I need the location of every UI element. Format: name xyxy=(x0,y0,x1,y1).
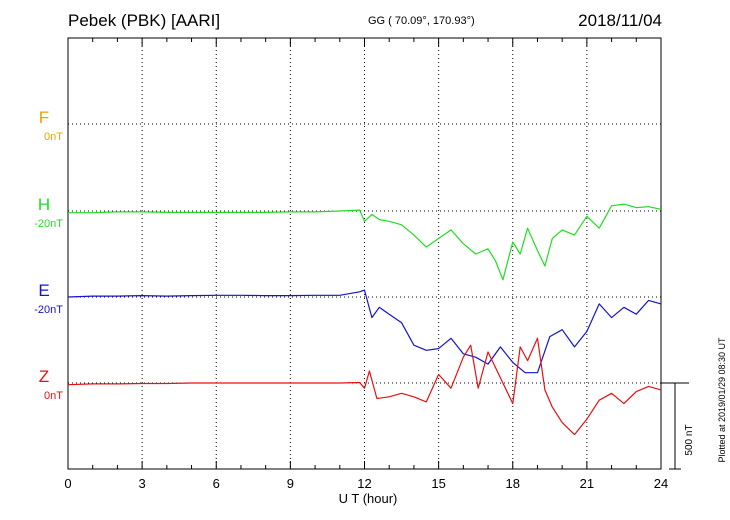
station-title: Pebek (PBK) [AARI] xyxy=(68,11,221,30)
series-z-line xyxy=(67,337,662,436)
channel-labels: F 0nT H -20nT E -20nT Z 0nT xyxy=(34,108,63,402)
channel-offset-e: -20nT xyxy=(34,304,63,316)
scale-bar: 500 nT xyxy=(661,382,695,470)
x-tick-label: 3 xyxy=(139,476,146,491)
x-tick-label: 21 xyxy=(580,476,594,491)
geographic-coordinates: GG ( 70.09°, 170.93°) xyxy=(368,15,475,27)
x-tick-label: 6 xyxy=(213,476,220,491)
channel-name-f: F xyxy=(39,108,49,127)
scale-bar-label: 500 nT xyxy=(684,424,695,455)
series-e-line xyxy=(67,289,662,374)
channel-name-e: E xyxy=(38,281,49,300)
channel-name-z: Z xyxy=(39,367,49,386)
x-tick-label: 24 xyxy=(654,476,668,491)
channel-offset-f: 0nT xyxy=(44,131,63,143)
x-axis-ticks: 0 3 6 9 12 15 18 21 24 xyxy=(64,38,668,491)
x-tick-label: 18 xyxy=(506,476,520,491)
grid-lines xyxy=(68,38,661,469)
series-lines xyxy=(67,203,662,436)
channel-offset-h: -20nT xyxy=(34,218,63,230)
x-tick-label: 15 xyxy=(431,476,445,491)
x-tick-label: 0 xyxy=(64,476,71,491)
channel-name-h: H xyxy=(38,195,50,214)
series-h-line xyxy=(68,203,662,281)
x-tick-label: 12 xyxy=(357,476,371,491)
x-tick-label: 9 xyxy=(287,476,294,491)
x-axis-label: U T (hour) xyxy=(339,491,398,506)
chart-date: 2018/11/04 xyxy=(578,11,662,30)
plotted-timestamp: Plotted at 2019/01/29 08:30 UT xyxy=(717,337,727,463)
channel-offset-z: 0nT xyxy=(44,390,63,402)
